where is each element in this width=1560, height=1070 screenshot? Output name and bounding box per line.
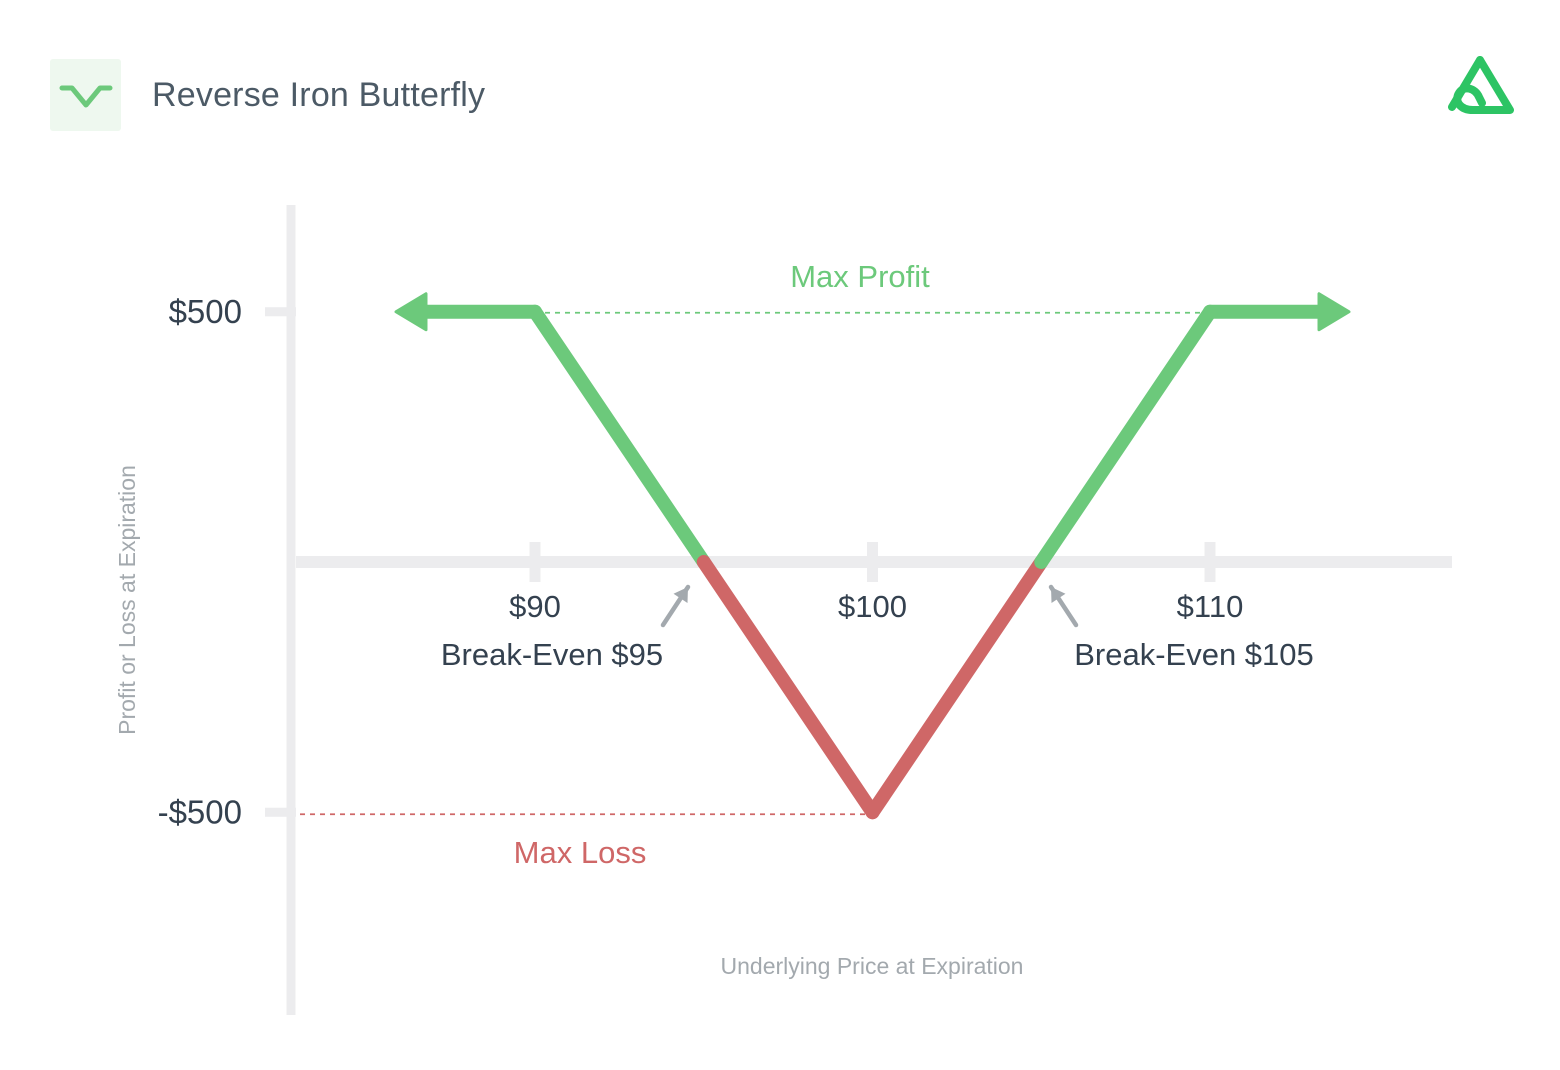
payoff-profit-segment (1034, 304, 1217, 569)
y-tick-label: -$500 (158, 793, 242, 830)
max-loss-label: Max Loss (514, 835, 647, 870)
break-even-high-arrow-head (1051, 587, 1066, 603)
chart-title: Reverse Iron Butterfly (152, 75, 486, 114)
payoff-loss-segment (865, 555, 1049, 820)
x-tick-label: $100 (838, 589, 907, 624)
x-tick-label: $110 (1177, 589, 1244, 624)
break-even-low-arrow-head (673, 587, 688, 603)
brand-logo-icon (1444, 55, 1516, 117)
x-axis-title: Underlying Price at Expiration (721, 953, 1024, 979)
right-arrow-head (1317, 292, 1351, 332)
strategy-check-icon (50, 59, 121, 131)
chart-header: Reverse Iron Butterfly (50, 59, 485, 131)
x-tick-label: $90 (509, 589, 561, 624)
break-even-high-label: Break-Even $105 (1074, 637, 1314, 672)
payoff-profit-segment (528, 304, 711, 569)
y-axis-title: Profit or Loss at Expiration (114, 465, 140, 735)
break-even-low-label: Break-Even $95 (441, 637, 663, 672)
max-profit-label: Max Profit (790, 259, 930, 294)
y-tick-label: $500 (169, 293, 242, 330)
payoff-loss-segment (696, 555, 880, 820)
left-arrow-head (394, 292, 428, 332)
